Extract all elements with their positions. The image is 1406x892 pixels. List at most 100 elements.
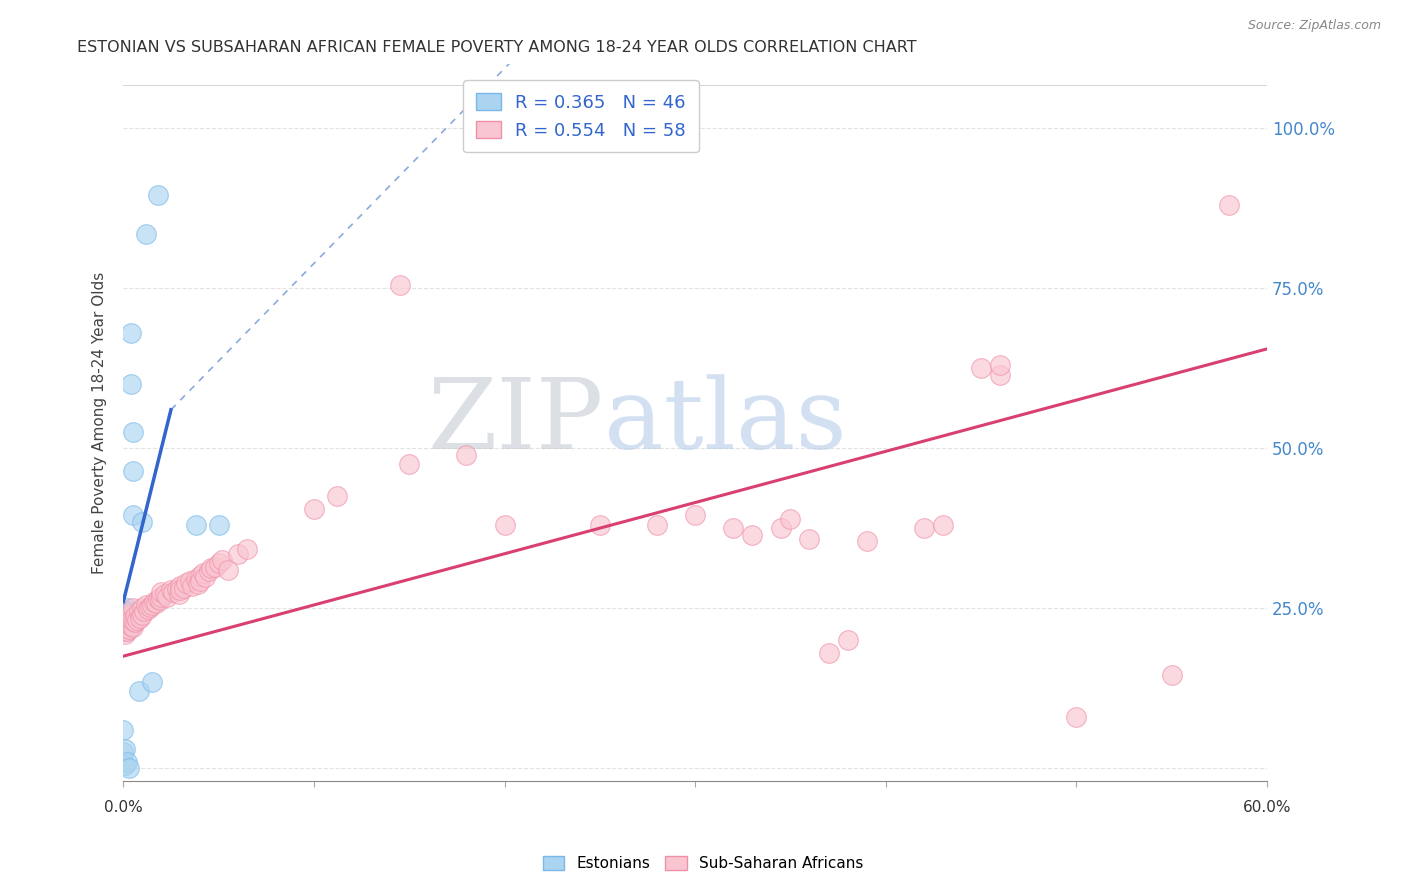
Point — [145, 596, 167, 610]
Point — [114, 620, 136, 634]
Point — [121, 617, 143, 632]
Point — [160, 583, 183, 598]
Point — [124, 615, 146, 630]
Point — [128, 684, 150, 698]
Point — [120, 619, 142, 633]
Point — [169, 579, 191, 593]
Point — [118, 622, 141, 636]
Point — [118, 608, 141, 623]
Point — [134, 604, 156, 618]
Point — [112, 617, 135, 632]
Point — [120, 611, 142, 625]
Point — [162, 585, 184, 599]
Point — [118, 761, 141, 775]
Point — [837, 633, 859, 648]
Point — [114, 618, 136, 632]
Text: 60.0%: 60.0% — [1243, 799, 1291, 814]
Point — [932, 518, 955, 533]
Point — [150, 590, 173, 604]
Point — [115, 624, 138, 638]
Point — [121, 620, 143, 634]
Point — [131, 515, 153, 529]
Point — [118, 607, 141, 622]
Point — [115, 611, 138, 625]
Point — [188, 574, 211, 589]
Point — [121, 613, 143, 627]
Point — [139, 599, 162, 614]
Text: Source: ZipAtlas.com: Source: ZipAtlas.com — [1247, 19, 1381, 31]
Point — [173, 581, 195, 595]
Point — [121, 508, 143, 523]
Point — [124, 608, 146, 623]
Point — [721, 521, 744, 535]
Point — [741, 527, 763, 541]
Point — [112, 620, 135, 634]
Text: ESTONIAN VS SUBSAHARAN AFRICAN FEMALE POVERTY AMONG 18-24 YEAR OLDS CORRELATION : ESTONIAN VS SUBSAHARAN AFRICAN FEMALE PO… — [77, 40, 917, 55]
Point — [184, 518, 207, 533]
Point — [217, 563, 239, 577]
Point — [114, 604, 136, 618]
Point — [114, 627, 136, 641]
Point — [146, 188, 169, 202]
Point — [115, 619, 138, 633]
Point — [179, 574, 201, 589]
Point — [799, 532, 821, 546]
Point — [135, 598, 157, 612]
Point — [211, 553, 233, 567]
Point — [187, 577, 209, 591]
Point — [456, 448, 478, 462]
Point — [120, 377, 142, 392]
Point — [683, 508, 706, 523]
Point — [155, 587, 177, 601]
Point — [120, 615, 142, 630]
Point — [115, 624, 138, 638]
Point — [141, 674, 163, 689]
Point — [326, 489, 349, 503]
Point — [115, 607, 138, 621]
Point — [855, 533, 877, 548]
Point — [114, 611, 136, 625]
Point — [236, 542, 259, 557]
Legend: Estonians, Sub-Saharan Africans: Estonians, Sub-Saharan Africans — [537, 849, 869, 877]
Point — [118, 617, 141, 632]
Point — [112, 745, 135, 759]
Point — [112, 615, 135, 630]
Point — [166, 582, 188, 596]
Point — [112, 723, 135, 737]
Y-axis label: Female Poverty Among 18-24 Year Olds: Female Poverty Among 18-24 Year Olds — [93, 271, 107, 574]
Point — [156, 590, 179, 604]
Point — [769, 521, 792, 535]
Point — [398, 457, 420, 471]
Point — [121, 614, 143, 628]
Point — [388, 277, 411, 292]
Point — [115, 755, 138, 769]
Point — [1218, 198, 1240, 212]
Point — [193, 566, 215, 580]
Point — [118, 613, 141, 627]
Point — [148, 593, 170, 607]
Point — [114, 614, 136, 628]
Point — [169, 583, 191, 598]
Point — [302, 502, 325, 516]
Point — [131, 601, 153, 615]
Point — [112, 617, 135, 632]
Point — [112, 608, 135, 623]
Point — [125, 613, 148, 627]
Point — [589, 518, 612, 533]
Point — [200, 561, 222, 575]
Point — [226, 547, 249, 561]
Point — [131, 607, 153, 622]
Point — [1066, 710, 1088, 724]
Point — [174, 575, 197, 590]
Point — [114, 622, 136, 636]
Point — [115, 611, 138, 625]
Point — [118, 615, 141, 630]
Point — [494, 518, 516, 533]
Point — [112, 624, 135, 638]
Point — [129, 611, 152, 625]
Point — [207, 518, 229, 533]
Point — [121, 425, 143, 439]
Legend: R = 0.365   N = 46, R = 0.554   N = 58: R = 0.365 N = 46, R = 0.554 N = 58 — [463, 80, 699, 153]
Point — [136, 602, 159, 616]
Point — [120, 613, 142, 627]
